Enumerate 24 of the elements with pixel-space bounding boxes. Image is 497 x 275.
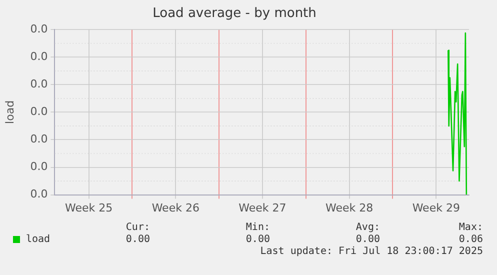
y-tick-label: 0.0 — [30, 78, 48, 91]
text: Cur: — [126, 222, 150, 233]
y-tick-label: 0.0 — [30, 188, 48, 201]
text: 0.00 — [126, 234, 150, 245]
x-tick-label: Week 29 — [412, 201, 460, 214]
text: Avg: — [356, 222, 380, 233]
text: 0.06 — [458, 234, 483, 245]
y-tick-label: 0.0 — [30, 132, 48, 146]
chart-title: Load average - by month — [152, 6, 316, 22]
text: Last update: Fri Jul 18 23:00:17 2025 — [260, 246, 483, 257]
y-axis-title: load — [3, 100, 16, 124]
x-tick-label: Week 26 — [152, 201, 200, 214]
text: 0.00 — [356, 234, 380, 245]
text: Max: — [458, 222, 483, 233]
text: Min: — [246, 222, 270, 233]
y-tick-label: 0.0 — [30, 50, 48, 63]
y-tick-label: 0.0 — [30, 105, 48, 118]
x-tick-label: Week 25 — [64, 201, 113, 214]
legend-label: load — [26, 234, 50, 245]
x-tick-label: Week 27 — [238, 201, 286, 214]
text: 0.00 — [246, 234, 270, 245]
x-tick-label: Week 28 — [325, 201, 374, 214]
y-tick-label: 0.0 — [30, 160, 48, 174]
y-tick-label: 0.0 — [30, 22, 48, 36]
